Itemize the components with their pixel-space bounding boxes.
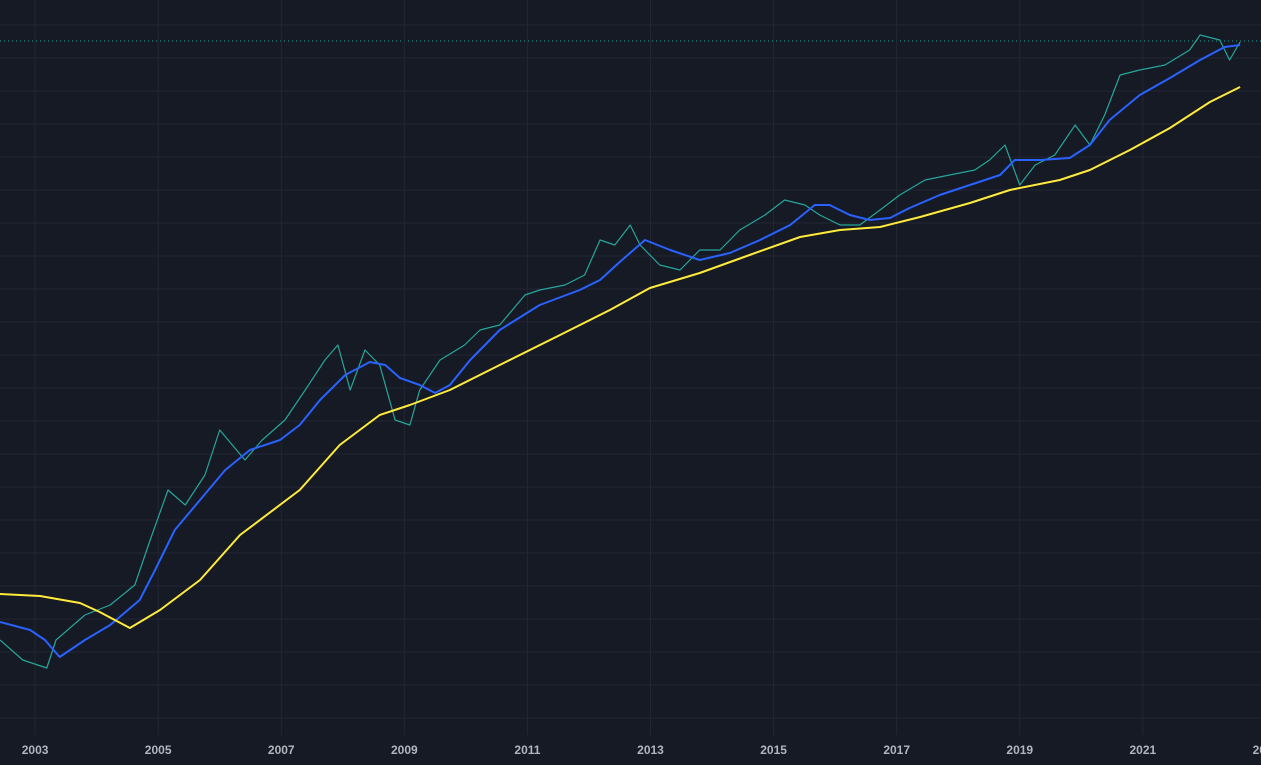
x-tick-label: 2005 (145, 743, 172, 757)
series-line (0, 86, 1241, 629)
x-tick-label: 2003 (22, 743, 49, 757)
x-tick-label: 2013 (637, 743, 664, 757)
x-tick-label: 2011 (514, 743, 540, 757)
series-line (0, 44, 1241, 658)
x-tick-label: 2017 (883, 743, 910, 757)
x-tick-label: 2007 (268, 743, 295, 757)
x-tick-label: 2019 (1006, 743, 1033, 757)
x-tick-label: 2015 (760, 743, 787, 757)
x-tick-label: 2023 (1253, 743, 1261, 757)
x-tick-label: 2009 (391, 743, 418, 757)
x-tick-label: 2021 (1129, 743, 1156, 757)
horizontal-grid (0, 24, 1261, 719)
series-line (0, 34, 1241, 669)
